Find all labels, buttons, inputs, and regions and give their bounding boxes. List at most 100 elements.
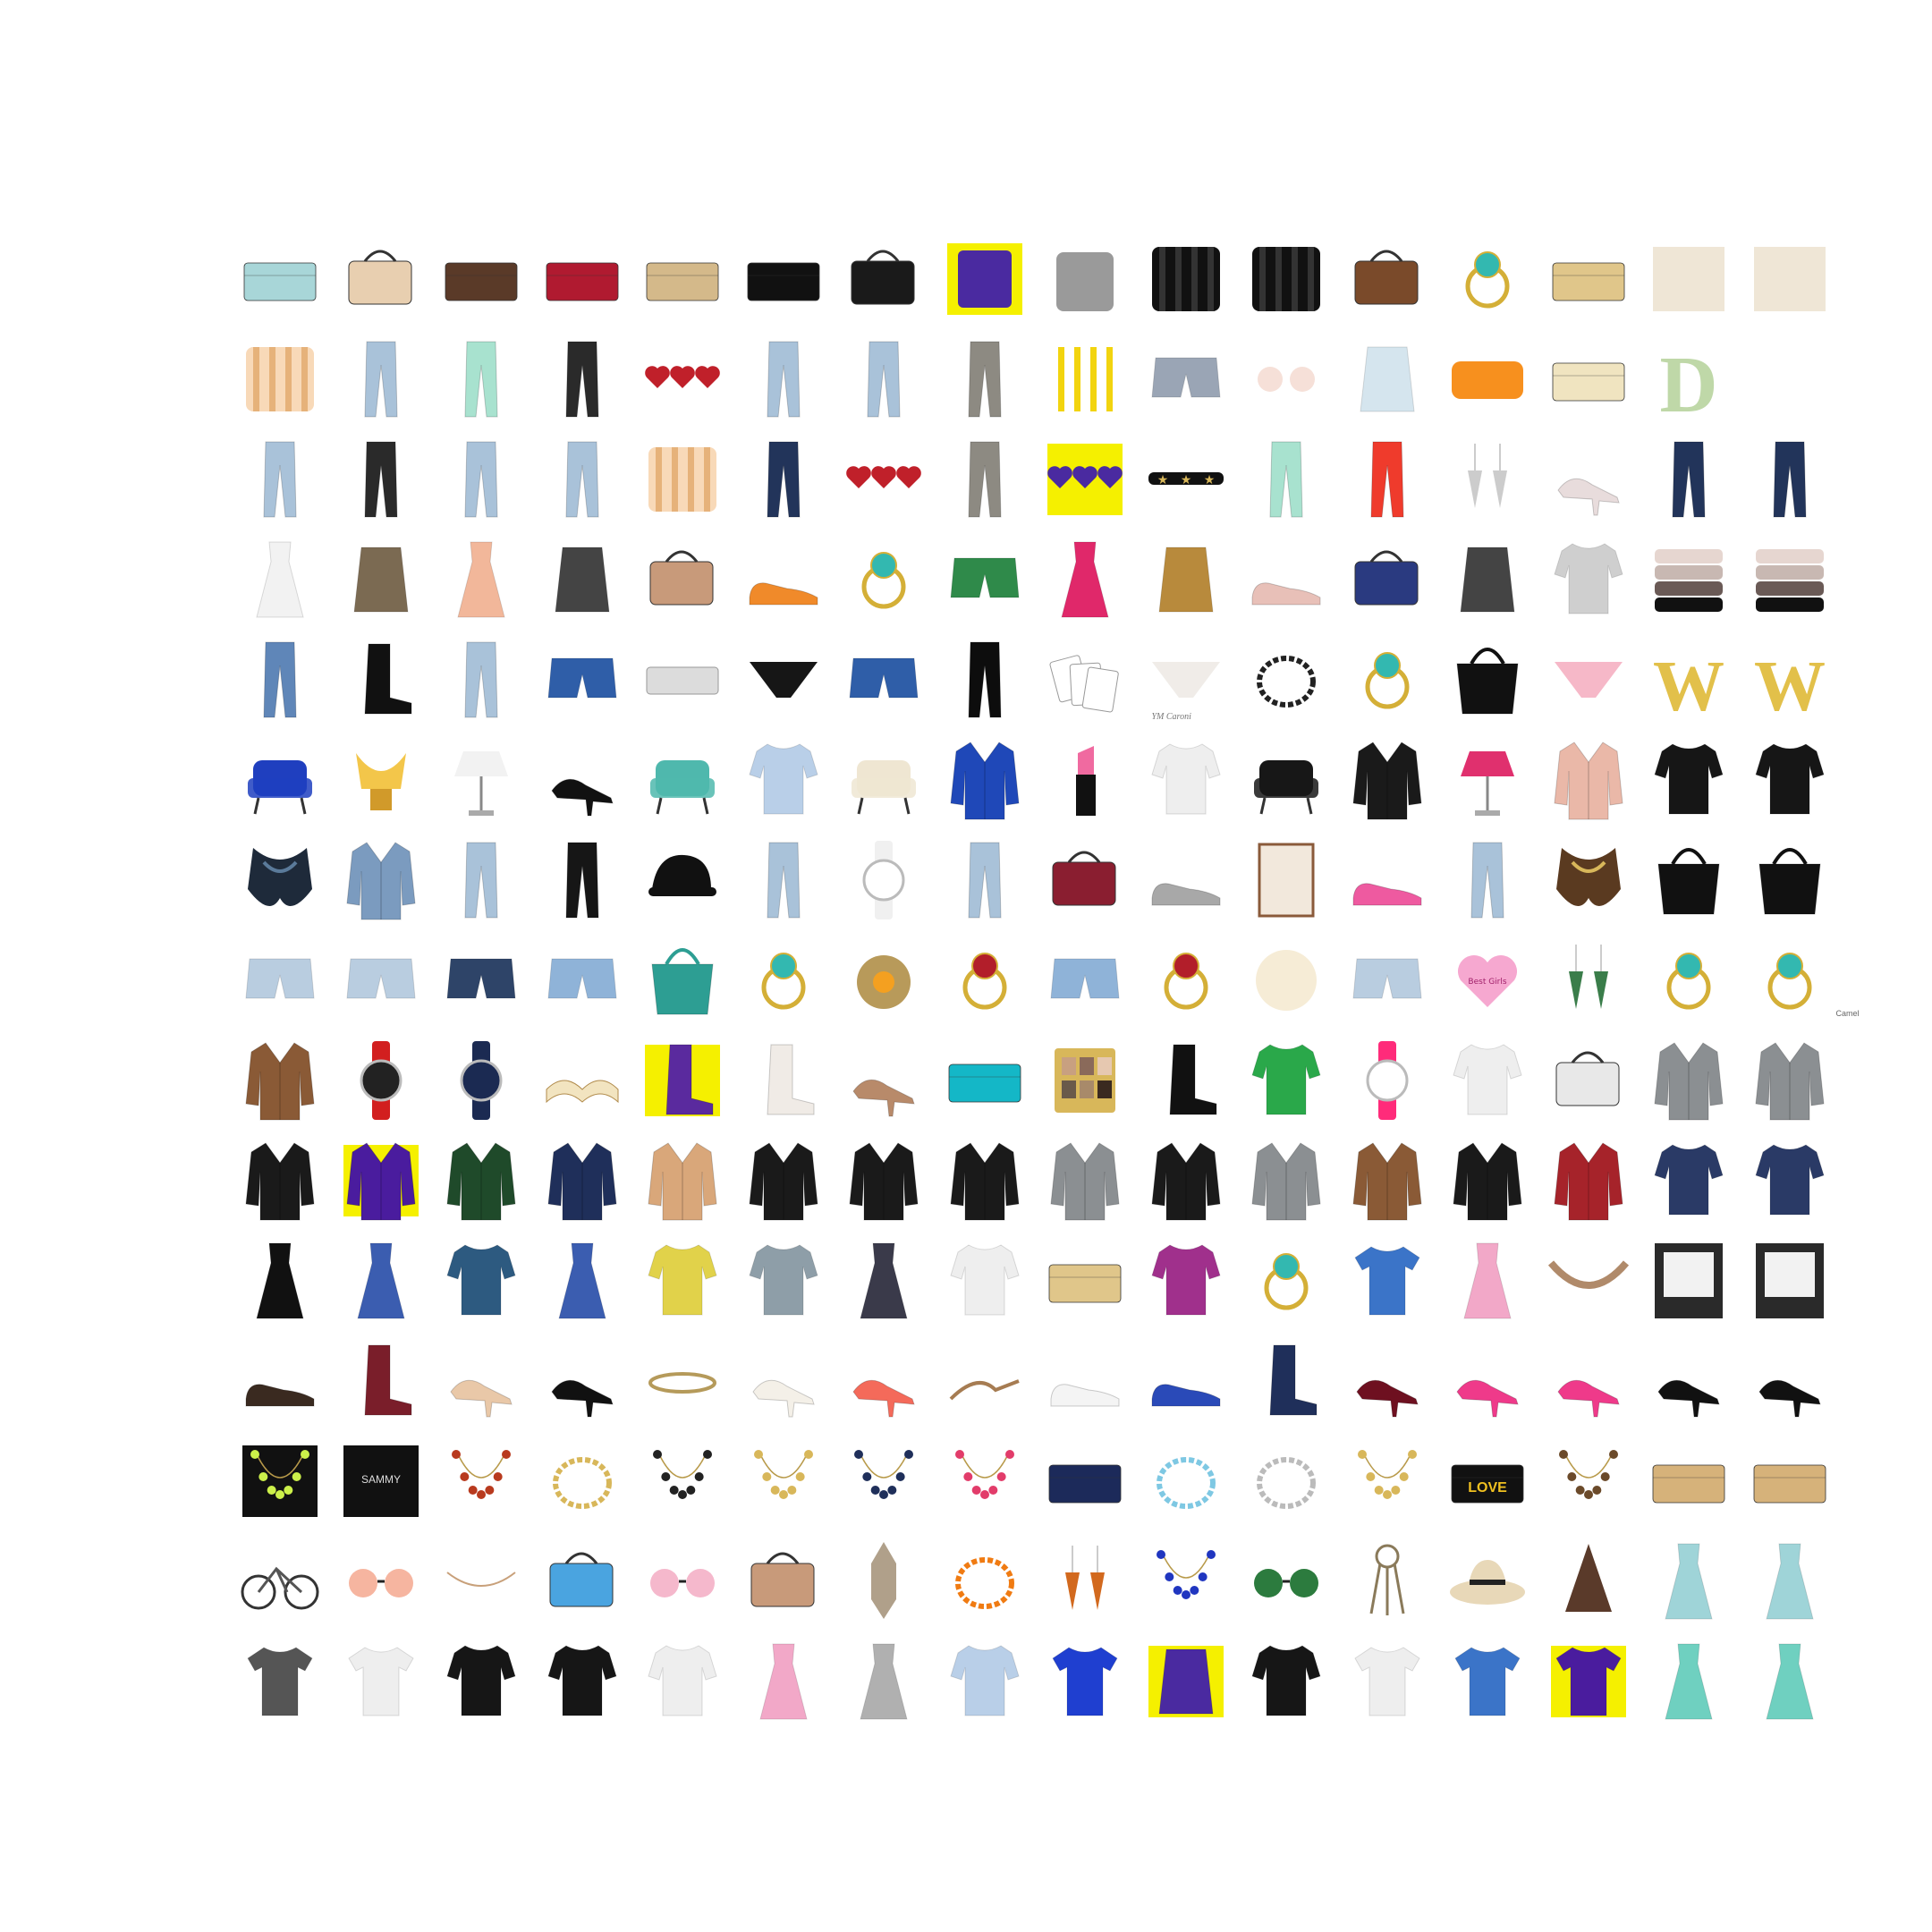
light-jeans[interactable]	[338, 335, 423, 424]
navy-envelope-clutch[interactable]	[1042, 1436, 1127, 1526]
coral-block-sandals[interactable]	[841, 1336, 926, 1426]
fringe-vest[interactable]	[1243, 1236, 1328, 1326]
black-sheer-panty[interactable]	[741, 635, 826, 724]
ripped-skinny-jeans[interactable]	[438, 835, 523, 925]
jewel-statement-necklace[interactable]	[1546, 1436, 1631, 1526]
burgundy-hobo-bag[interactable]	[1042, 835, 1127, 925]
grey-trench[interactable]	[1042, 1136, 1127, 1225]
dainty-circlet[interactable]	[438, 1537, 523, 1626]
gold-letter-w[interactable]: W	[1646, 635, 1731, 724]
grey-hoodie[interactable]	[1646, 1036, 1731, 1125]
orange-loafers[interactable]	[741, 535, 826, 624]
black-asymmetric-tank[interactable]	[438, 1637, 523, 1726]
embroidered-jeans[interactable]	[741, 835, 826, 925]
light-skinny-jeans[interactable]	[741, 335, 826, 424]
orange-lumbar-pillow[interactable]	[1445, 335, 1530, 424]
print-dress-form[interactable]	[841, 1236, 926, 1326]
purple-quilted-case[interactable]	[942, 234, 1027, 324]
burgundy-platform-pumps[interactable]	[1344, 1336, 1429, 1426]
fringe-suede-bag[interactable]	[1646, 936, 1731, 1025]
gold-letter-d[interactable]	[1747, 335, 1832, 424]
wooden-lounger[interactable]	[942, 1336, 1027, 1426]
teal-armchair[interactable]	[640, 735, 724, 825]
black-cap[interactable]	[640, 835, 724, 925]
blush-coat[interactable]	[1546, 735, 1631, 825]
mint-romper[interactable]	[1747, 1637, 1832, 1726]
black-cardigan[interactable]	[1344, 735, 1429, 825]
star-print-shorts[interactable]	[841, 635, 926, 724]
distressed-shorts[interactable]	[237, 936, 322, 1025]
dark-skinny-jeans[interactable]	[741, 435, 826, 524]
distressed-shorts[interactable]	[338, 936, 423, 1025]
open-book[interactable]	[539, 1036, 624, 1125]
black-tote[interactable]	[1646, 835, 1731, 925]
blue-swivel-chair[interactable]	[237, 735, 322, 825]
brown-moto-jacket[interactable]	[237, 1036, 322, 1125]
white-pink-sneakers[interactable]	[1042, 1336, 1127, 1426]
floral-letter-d[interactable]: D	[1646, 335, 1731, 424]
black-lace-top[interactable]	[1646, 735, 1731, 825]
skeleton-keys[interactable]	[1344, 1537, 1429, 1626]
aztec-sequin-skirt[interactable]	[1445, 535, 1530, 624]
blue-floral-dress[interactable]	[539, 1236, 624, 1326]
white-tripod-lamp[interactable]	[438, 735, 523, 825]
cream-envelope-clutch[interactable]	[1546, 335, 1631, 424]
clear-backpack[interactable]	[1546, 1036, 1631, 1125]
light-skinny-jeans[interactable]	[539, 435, 624, 524]
purple-hearts[interactable]	[1042, 435, 1127, 524]
black-velvet-hoodie[interactable]	[1445, 1136, 1530, 1225]
tan-high-tops[interactable]	[1445, 1036, 1530, 1125]
grey-hoodie[interactable]	[1747, 1036, 1832, 1125]
purple-tee[interactable]	[1546, 1637, 1631, 1726]
purple-mini-skirt[interactable]	[1143, 1637, 1228, 1726]
studded-mary-janes[interactable]	[1646, 1336, 1731, 1426]
black-ripped-jeans[interactable]	[539, 835, 624, 925]
pearl-multistrand[interactable]	[841, 1436, 926, 1526]
burgundy-booties[interactable]	[338, 1336, 423, 1426]
pink-lipstick[interactable]	[1042, 735, 1127, 825]
pink-lace-panty[interactable]	[1546, 635, 1631, 724]
sparkle-burst[interactable]	[1243, 936, 1328, 1025]
gold-sequin-skirt[interactable]	[1143, 535, 1228, 624]
black-coat[interactable]	[237, 1136, 322, 1225]
ruby-halo-ring[interactable]	[1143, 936, 1228, 1025]
taupe-tassel-bag[interactable]	[741, 1537, 826, 1626]
lace-up-combat-boots[interactable]	[338, 635, 423, 724]
houndstooth-pants[interactable]	[942, 335, 1027, 424]
peach-stripe-pillow[interactable]	[640, 435, 724, 524]
boyfriend-jeans[interactable]	[237, 635, 322, 724]
black-fringe-clutch[interactable]	[1445, 234, 1530, 324]
black-gold-heels[interactable]	[539, 735, 624, 825]
plaid-shirt[interactable]	[1747, 1136, 1832, 1225]
white-watch[interactable]	[841, 835, 926, 925]
feather-necklace[interactable]	[1143, 1537, 1228, 1626]
blue-oxford[interactable]	[1143, 1336, 1228, 1426]
red-hearts[interactable]	[841, 435, 926, 524]
stacked-fur-throws[interactable]	[1646, 535, 1731, 624]
turquoise-cocktail-ring[interactable]	[741, 936, 826, 1025]
tweed-shorts[interactable]	[1143, 335, 1228, 424]
fringe-suede-bag[interactable]: Camel	[1747, 936, 1860, 1025]
cutout-sandals[interactable]	[841, 1036, 926, 1125]
red-geometric-necklace[interactable]	[438, 1436, 523, 1526]
light-skinny-jeans[interactable]	[438, 435, 523, 524]
triangle-charm-necklace[interactable]	[942, 1436, 1027, 1526]
brown-silk-scarf[interactable]	[1546, 835, 1631, 925]
gold-letter-w[interactable]: W	[1747, 635, 1832, 724]
light-jeans[interactable]	[237, 435, 322, 524]
black-tote[interactable]	[1747, 835, 1832, 925]
blue-long-sleeve-tee[interactable]	[1042, 1637, 1127, 1726]
red-hearts[interactable]	[640, 335, 724, 424]
light-jeans[interactable]	[438, 635, 523, 724]
sheer-sleeve-top[interactable]	[640, 1637, 724, 1726]
pink-heart-pin[interactable]: Best Girls	[1445, 936, 1530, 1025]
multicolor-drop-earrings[interactable]	[1546, 936, 1631, 1025]
orange-drop-earrings[interactable]	[1042, 1537, 1127, 1626]
navy-print-scarf[interactable]	[237, 835, 322, 925]
pink-shift-dress[interactable]	[741, 1637, 826, 1726]
white-tee[interactable]	[1344, 1637, 1429, 1726]
moroccan-lantern[interactable]	[841, 1537, 926, 1626]
light-straight-jeans[interactable]	[942, 835, 1027, 925]
striped-sleeve-sweater[interactable]	[942, 1637, 1027, 1726]
white-tee[interactable]	[338, 1637, 423, 1726]
